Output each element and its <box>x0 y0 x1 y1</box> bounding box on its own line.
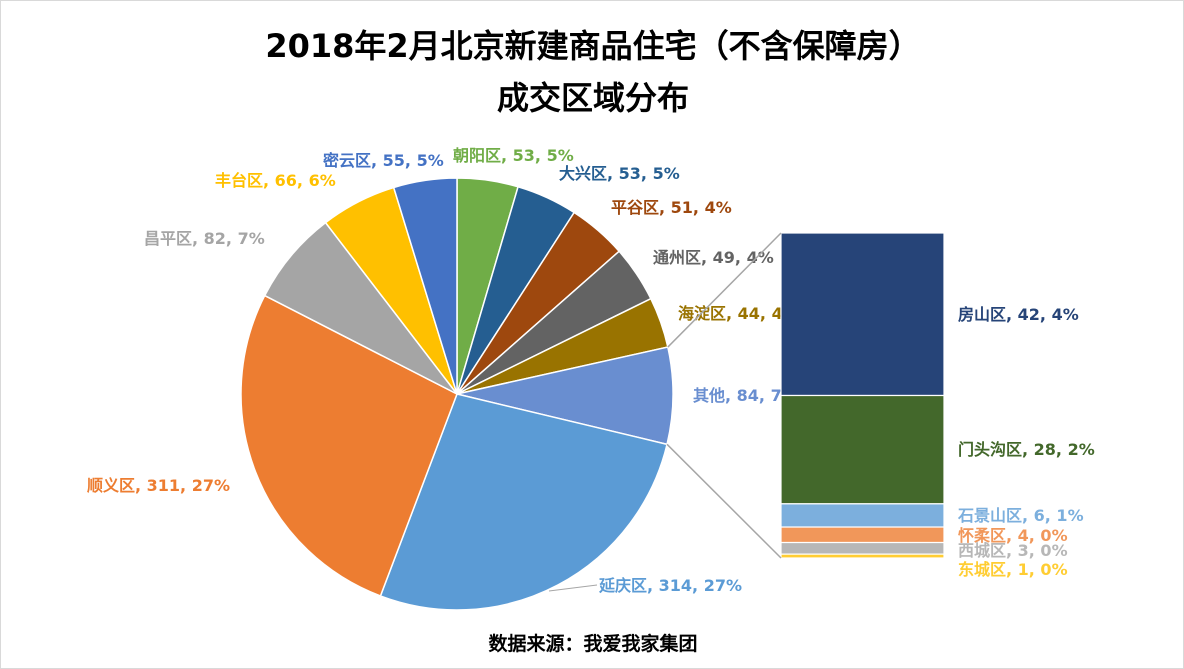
bar-label-5: 东城区, 1, 0% <box>958 560 1068 579</box>
pie-slice-7 <box>240 294 458 597</box>
bar-label-0: 房山区, 42, 4% <box>958 305 1079 324</box>
pie-slice-5 <box>456 346 674 446</box>
pie-label-3: 通州区, 49, 4% <box>653 248 774 267</box>
bar-label-4: 西城区, 3, 0% <box>958 541 1068 560</box>
pie-label-1: 大兴区, 53, 5% <box>559 164 680 183</box>
bar-label-3: 怀柔区, 4, 0% <box>958 526 1068 545</box>
bar-segment-1 <box>780 394 945 505</box>
pie-label-4: 海淀区, 44, 4% <box>678 304 799 323</box>
pie-label-0: 朝阳区, 53, 5% <box>453 146 574 165</box>
bar-segment-4 <box>780 541 945 555</box>
pie-slice-6 <box>379 393 668 611</box>
connector-line-bottom <box>666 443 782 559</box>
pie-label-5: 其他, 84, 7% <box>693 386 798 405</box>
bar-segment-5 <box>780 553 945 559</box>
pie-label-6: 延庆区, 314, 27% <box>598 576 742 595</box>
pie-label-2: 平谷区, 51, 4% <box>611 198 732 217</box>
bar-segment-2 <box>780 503 945 528</box>
data-source: 数据来源：我爱我家集团 <box>488 633 698 655</box>
chart-title: 2018年2月北京新建商品住宅（不含保障房） <box>265 27 921 65</box>
pie-label-9: 丰台区, 66, 6% <box>215 171 336 190</box>
pie-label-10: 密云区, 55, 5% <box>322 151 444 170</box>
bar-segment-3 <box>780 526 945 544</box>
pie-label-8: 昌平区, 82, 7% <box>144 229 265 248</box>
pie-label-7: 顺义区, 311, 27% <box>87 476 230 495</box>
leader-line <box>548 584 598 592</box>
bar-label-2: 石景山区, 6, 1% <box>957 506 1084 525</box>
bar-segment-0 <box>780 232 945 397</box>
bar-label-1: 门头沟区, 28, 2% <box>958 440 1095 459</box>
connector-line-top <box>667 232 782 348</box>
chart-subtitle: 成交区域分布 <box>496 79 689 117</box>
pie-slice-10 <box>392 177 458 395</box>
